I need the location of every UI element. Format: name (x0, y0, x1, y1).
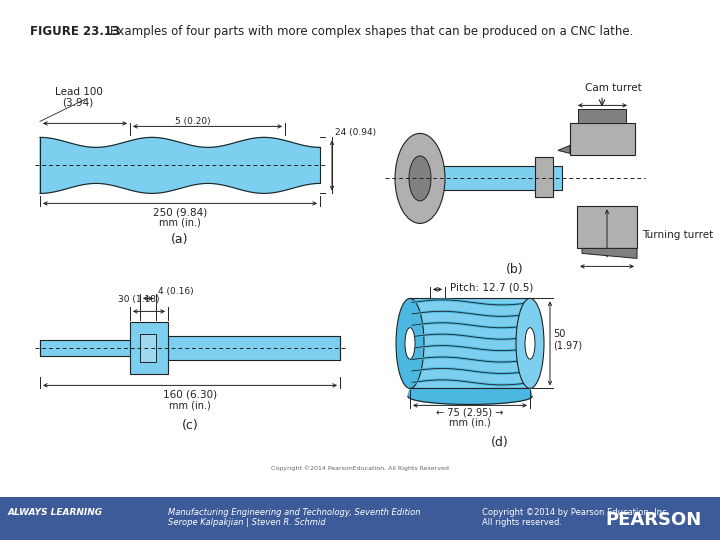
Ellipse shape (525, 328, 535, 359)
Ellipse shape (405, 328, 415, 359)
Text: (d): (d) (491, 436, 509, 449)
Text: 160 (6.30): 160 (6.30) (163, 389, 217, 400)
Polygon shape (558, 145, 570, 153)
Text: (c): (c) (181, 420, 199, 433)
Text: ALWAYS LEARNING: ALWAYS LEARNING (8, 508, 103, 517)
Text: 30 (1.18): 30 (1.18) (118, 295, 160, 305)
Text: Copyright ©2014 PearsonEducation, All Rights Reserved: Copyright ©2014 PearsonEducation, All Ri… (271, 466, 449, 471)
Text: Manufacturing Engineering and Technology, Seventh Edition
Serope Kalpakjian | St: Manufacturing Engineering and Technology… (168, 508, 420, 527)
Text: Pitch: 12.7 (0.5): Pitch: 12.7 (0.5) (450, 282, 534, 292)
Text: (3.94): (3.94) (62, 97, 94, 107)
FancyBboxPatch shape (168, 336, 340, 360)
Text: PEARSON: PEARSON (606, 511, 702, 529)
Polygon shape (40, 137, 320, 193)
Text: mm (in.): mm (in.) (159, 218, 201, 227)
Text: Copyright ©2014 by Pearson Education, Inc.
All rights reserved.: Copyright ©2014 by Pearson Education, In… (482, 508, 670, 527)
FancyBboxPatch shape (140, 334, 156, 362)
Ellipse shape (516, 299, 544, 388)
Ellipse shape (395, 133, 445, 224)
FancyBboxPatch shape (577, 206, 637, 248)
Text: 250 (9.84): 250 (9.84) (153, 207, 207, 218)
Text: (b): (b) (506, 264, 524, 276)
Text: 4 (0.16): 4 (0.16) (158, 287, 194, 296)
FancyBboxPatch shape (410, 299, 530, 388)
Ellipse shape (409, 156, 431, 201)
Polygon shape (408, 388, 532, 404)
Text: ← 75 (2.95) →: ← 75 (2.95) → (436, 407, 504, 417)
Ellipse shape (396, 299, 424, 388)
FancyBboxPatch shape (570, 124, 635, 156)
FancyBboxPatch shape (578, 110, 626, 124)
Text: 5 (0.20): 5 (0.20) (175, 117, 210, 126)
Text: Turning turret: Turning turret (642, 231, 714, 240)
FancyBboxPatch shape (535, 157, 553, 198)
Text: mm (in.): mm (in.) (169, 400, 211, 410)
Text: Cam turret: Cam turret (585, 83, 642, 93)
Text: mm (in.): mm (in.) (449, 417, 491, 427)
Text: (a): (a) (171, 233, 189, 246)
Polygon shape (582, 248, 637, 259)
FancyBboxPatch shape (432, 166, 562, 191)
Text: Examples of four parts with more complex shapes that can be produced on a CNC la: Examples of four parts with more complex… (110, 25, 634, 38)
FancyBboxPatch shape (130, 322, 168, 374)
Text: 24 (0.94): 24 (0.94) (335, 129, 376, 137)
Text: FIGURE 23.13: FIGURE 23.13 (30, 25, 120, 38)
FancyBboxPatch shape (40, 340, 130, 356)
Text: 50
(1.97): 50 (1.97) (553, 329, 582, 350)
Text: Lead 100: Lead 100 (55, 87, 103, 97)
